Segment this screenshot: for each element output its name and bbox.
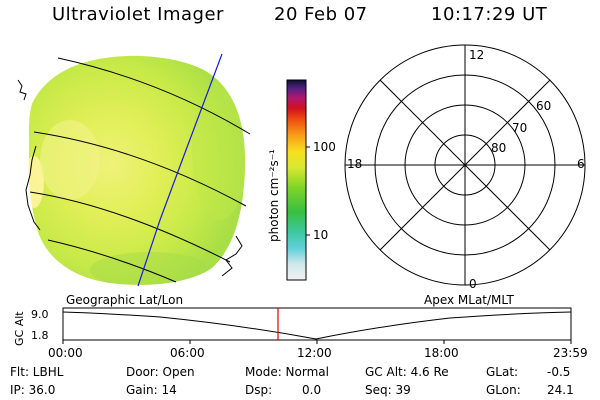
mlt-label-0: 0 <box>469 277 477 291</box>
time-tick-2359: 23:59 <box>553 346 588 360</box>
door-status: Door: Open <box>126 365 195 379</box>
mlt-label-6: 6 <box>577 157 585 171</box>
uv-earth-image <box>17 53 251 287</box>
mlt-label-12: 12 <box>469 48 484 62</box>
ip-status: IP: 36.0 <box>10 383 56 397</box>
colorbar-unit-label: photon cm⁻²s⁻¹ <box>267 149 281 242</box>
colorbar-tick-10: 10 <box>313 228 328 242</box>
observation-date: 20 Feb 07 <box>274 4 368 25</box>
latitude-line-1 <box>57 57 251 135</box>
glon-value: 24.1 <box>547 383 574 397</box>
alt-tick-9: 9.0 <box>31 308 49 321</box>
geographic-panel-label: Geographic Lat/Lon <box>66 293 183 307</box>
colorbar-tick-100: 100 <box>313 140 336 154</box>
time-tick-1200: 12:00 <box>297 346 332 360</box>
mode-status: Mode: Normal <box>245 365 329 379</box>
alt-tick-1-8: 1.8 <box>31 329 49 342</box>
alt-axis-label: GC Alt <box>13 311 26 346</box>
apex-panel-label: Apex MLat/MLT <box>424 293 514 307</box>
gain-status: Gain: 14 <box>126 383 177 397</box>
latitude-line-2 <box>33 131 247 207</box>
instrument-title: Ultraviolet Imager <box>52 4 224 25</box>
mlat-label-60: 60 <box>536 99 551 113</box>
filter-status: Flt: LBHL <box>10 365 64 379</box>
observation-time: 10:17:29 UT <box>431 4 548 25</box>
mlat-label-80: 80 <box>491 141 506 155</box>
longitude-line <box>137 53 223 287</box>
glat-label: GLat: <box>486 365 519 379</box>
altitude-curve <box>62 311 572 340</box>
seq-status: Seq: 39 <box>365 383 411 397</box>
mlt-label-18: 18 <box>347 157 362 171</box>
latitude-line-4 <box>47 239 177 283</box>
mlat-label-70: 70 <box>512 121 527 135</box>
dsp-value: 0.0 <box>302 383 322 397</box>
time-tick-0600: 06:00 <box>170 346 205 360</box>
dsp-label: Dsp: <box>245 383 273 397</box>
altitude-strip: 9.0 1.8 GC Alt <box>13 307 572 346</box>
time-tick-1800: 18:00 <box>424 346 459 360</box>
time-tick-0000: 00:00 <box>48 346 83 360</box>
gc-alt-status: GC Alt: 4.6 Re <box>365 365 449 379</box>
polar-plot <box>344 44 586 286</box>
colorbar: 100 10 photon cm⁻²s⁻¹ <box>267 79 336 281</box>
glon-label: GLon: <box>486 383 521 397</box>
latitude-line-3 <box>29 191 231 263</box>
glat-value: -0.5 <box>547 365 571 379</box>
